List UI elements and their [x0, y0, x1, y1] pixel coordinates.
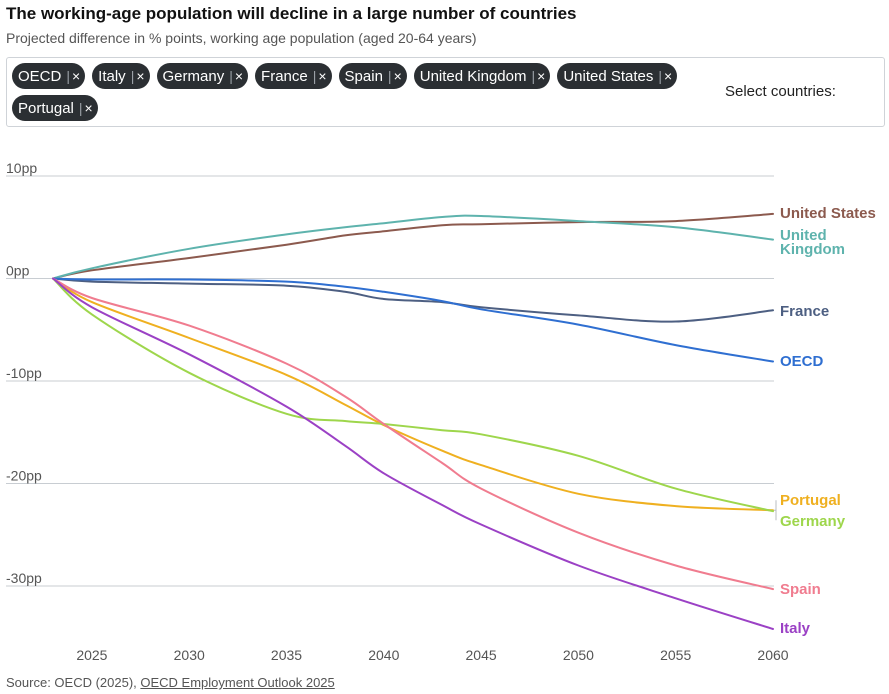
series-line-italy: [52, 277, 774, 630]
x-tick-label: 2025: [76, 647, 107, 663]
source-prefix: Source: OECD (2025),: [6, 675, 141, 690]
source-note: Source: OECD (2025), OECD Employment Out…: [6, 675, 335, 690]
y-tick-label: 0pp: [6, 263, 30, 279]
chip-label: Portugal: [18, 99, 74, 117]
remove-icon[interactable]: ×: [136, 68, 145, 84]
chip-united-states[interactable]: United States | ×: [557, 63, 678, 89]
chip-oecd[interactable]: OECD | ×: [12, 63, 86, 89]
remove-icon[interactable]: ×: [393, 68, 402, 84]
chip-italy[interactable]: Italy | ×: [92, 63, 150, 89]
x-tick-label: 2040: [368, 647, 399, 663]
chip-label: France: [261, 67, 308, 85]
series-label-germany: Germany: [780, 513, 846, 530]
series-line-portugal: [52, 277, 774, 512]
chip-separator: |: [229, 68, 233, 84]
series-line-germany: [52, 277, 774, 513]
chip-france[interactable]: France | ×: [255, 63, 332, 89]
chip-spain[interactable]: Spain | ×: [338, 63, 407, 89]
series-line-oecd: [52, 277, 774, 363]
y-tick-label: -10pp: [6, 365, 42, 381]
source-link[interactable]: OECD Employment Outlook 2025: [140, 675, 335, 690]
chip-portugal[interactable]: Portugal | ×: [12, 95, 98, 121]
chip-label: United Kingdom: [419, 67, 527, 85]
chart-subtitle: Projected difference in % points, workin…: [6, 30, 477, 46]
chip-separator: |: [312, 68, 317, 84]
remove-icon[interactable]: ×: [664, 68, 673, 84]
chip-separator: |: [658, 68, 663, 84]
series-label-italy: Italy: [780, 620, 811, 637]
y-tick-label: -30pp: [6, 570, 42, 586]
series-label-united-kingdom: United Kingdom: [780, 227, 845, 258]
series-line-spain: [52, 277, 774, 591]
series-line-united-kingdom: [52, 214, 774, 280]
x-tick-label: 2055: [660, 647, 691, 663]
chip-separator: |: [130, 68, 135, 84]
chip-separator: |: [78, 100, 83, 116]
chip-germany[interactable]: Germany | ×: [156, 63, 249, 89]
chart-title: The working-age population will decline …: [6, 4, 577, 23]
remove-icon[interactable]: ×: [537, 68, 546, 84]
remove-icon[interactable]: ×: [318, 68, 327, 84]
x-tick-label: 2030: [174, 647, 205, 663]
chip-label: United States: [563, 67, 654, 85]
remove-icon[interactable]: ×: [71, 68, 81, 84]
chip-label: Italy: [98, 67, 126, 85]
label-connector: [774, 500, 777, 521]
chip-united-kingdom[interactable]: United Kingdom | ×: [413, 63, 551, 89]
country-selector[interactable]: OECD | × Italy | × Germany | × France | × Spain | × Uni…: [6, 57, 885, 127]
y-tick-label: 10pp: [6, 160, 37, 176]
x-tick-label: 2045: [466, 647, 497, 663]
chip-separator: |: [387, 68, 392, 84]
series-label-france: France: [780, 303, 829, 320]
remove-icon[interactable]: ×: [84, 100, 93, 116]
series-label-oecd: OECD: [780, 353, 824, 370]
chip-separator: |: [66, 68, 70, 84]
series-label-spain: Spain: [780, 581, 821, 598]
y-tick-label: -20pp: [6, 468, 42, 484]
chip-label: OECD: [18, 67, 62, 85]
series-line-france: [52, 277, 774, 323]
series-line-united-states: [52, 212, 774, 280]
series-label-line: United: [780, 227, 827, 244]
chip-label: Spain: [344, 67, 383, 85]
x-tick-label: 2060: [757, 647, 788, 663]
series-label-portugal: Portugal: [780, 492, 841, 509]
selected-country-chips: OECD | × Italy | × Germany | × France | × Spain | × Uni…: [12, 63, 717, 121]
remove-icon[interactable]: ×: [234, 68, 244, 84]
select-countries-label[interactable]: Select countries:: [725, 83, 836, 100]
x-tick-label: 2050: [563, 647, 594, 663]
chip-separator: |: [531, 68, 536, 84]
series-label-line: Kingdom: [780, 241, 845, 258]
series-label-united-states: United States: [780, 205, 876, 222]
chip-label: Germany: [162, 67, 225, 85]
x-tick-label: 2035: [271, 647, 302, 663]
